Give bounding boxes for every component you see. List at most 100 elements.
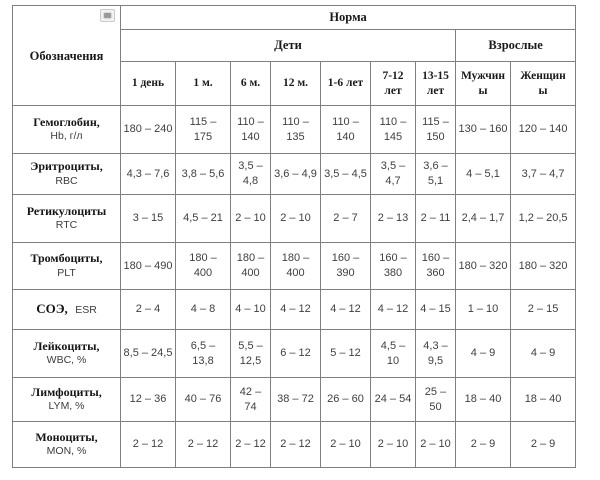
value-cell: 180 – 240 xyxy=(120,105,176,154)
value-cell: 4 – 10 xyxy=(230,289,271,330)
value-cell: 12 – 36 xyxy=(120,377,176,422)
col-header-1day: 1 день xyxy=(120,61,176,106)
row-label-lymphocytes: Лимфоциты, LYM, % xyxy=(12,377,121,422)
value-cell: 180 – 400 xyxy=(230,242,271,290)
value-cell: 110 – 140 xyxy=(320,105,371,154)
value-cell: 25 – 50 xyxy=(415,377,456,422)
value-cell: 3 – 15 xyxy=(120,194,176,243)
value-cell: 2 – 12 xyxy=(175,421,231,468)
value-cell: 2 – 11 xyxy=(415,194,456,243)
row-name: Ретикулоциты xyxy=(26,203,107,218)
row-name: Тромбоциты, xyxy=(30,251,103,266)
value-cell: 3,5 – 4,8 xyxy=(230,153,271,195)
value-cell: 4,3 – 9,5 xyxy=(415,329,456,378)
value-cell: 2 – 10 xyxy=(370,421,416,468)
table-handle-glyph xyxy=(104,13,111,18)
value-cell: 2 – 12 xyxy=(230,421,271,468)
value-cell: 3,7 – 4,7 xyxy=(509,153,577,195)
value-cell: 180 – 320 xyxy=(455,242,511,290)
value-cell: 4,5 – 10 xyxy=(370,329,416,378)
col-header-13-15years: 13-15 лет xyxy=(415,61,456,106)
row-name: Лимфоциты, xyxy=(31,384,102,399)
row-label-monocytes: Моноциты, MON, % xyxy=(12,421,121,468)
row-label-leukocytes: Лейкоциты, WBC, % xyxy=(12,329,121,378)
table-row-monocytes: Моноциты, MON, % 2 – 12 2 – 12 2 – 12 2 … xyxy=(12,421,577,468)
children-group-header: Дети xyxy=(120,29,456,62)
value-cell: 2 – 13 xyxy=(370,194,416,243)
row-code: PLT xyxy=(57,266,76,279)
value-cell: 4,3 – 7,6 xyxy=(120,153,176,195)
row-label-erythrocytes: Эритроциты, RBC xyxy=(12,153,121,195)
value-cell: 2 – 15 xyxy=(509,289,577,330)
table-row-platelets: Тромбоциты, PLT 180 – 490 180 – 400 180 … xyxy=(12,242,577,290)
table-handle-icon[interactable] xyxy=(100,9,115,22)
value-cell: 160 – 360 xyxy=(415,242,456,290)
table-row-erythrocytes: Эритроциты, RBC 4,3 – 7,6 3,8 – 5,6 3,5 … xyxy=(12,153,577,195)
value-cell: 180 – 400 xyxy=(270,242,321,290)
value-cell: 160 – 380 xyxy=(370,242,416,290)
value-cell: 3,5 – 4,7 xyxy=(370,153,416,195)
table-row-lymphocytes: Лимфоциты, LYM, % 12 – 36 40 – 76 42 – 7… xyxy=(12,377,577,422)
corner-cell: Обозначения xyxy=(12,5,121,106)
row-label-reticulocytes: Ретикулоциты RTC xyxy=(12,194,121,243)
value-cell: 4 – 8 xyxy=(175,289,231,330)
value-cell: 115 – 175 xyxy=(175,105,231,154)
value-cell: 110 – 140 xyxy=(230,105,271,154)
value-cell: 4 – 12 xyxy=(370,289,416,330)
value-cell: 2,4 – 1,7 xyxy=(455,194,511,243)
value-cell: 8,5 – 24,5 xyxy=(120,329,176,378)
value-cell: 2 – 9 xyxy=(455,421,511,468)
value-cell: 26 – 60 xyxy=(320,377,371,422)
row-label-esr: СОЭ, ESR xyxy=(12,289,121,330)
value-cell: 4 – 5,1 xyxy=(455,153,511,195)
value-cell: 2 – 9 xyxy=(509,421,577,468)
value-cell: 5 – 12 xyxy=(320,329,371,378)
row-code: LYM, % xyxy=(48,400,85,413)
col-header-women: Женщин ы xyxy=(509,61,577,106)
col-header-12month: 12 м. xyxy=(270,61,321,106)
col-header-7-12years: 7-12 лет xyxy=(370,61,416,106)
row-code: MON, % xyxy=(46,445,87,458)
value-cell: 3,5 – 4,5 xyxy=(320,153,371,195)
value-cell: 1,2 – 20,5 xyxy=(509,194,577,243)
row-code: RBC xyxy=(55,174,78,187)
table-row-leukocytes: Лейкоциты, WBC, % 8,5 – 24,5 6,5 – 13,8 … xyxy=(12,329,577,378)
table-row-esr: СОЭ, ESR 2 – 4 4 – 8 4 – 10 4 – 12 4 – 1… xyxy=(12,289,577,330)
value-cell: 180 – 320 xyxy=(509,242,577,290)
row-name: Моноциты, xyxy=(35,429,98,444)
adults-group-header: Взрослые xyxy=(454,29,577,62)
value-cell: 2 – 4 xyxy=(120,289,176,330)
row-label-platelets: Тромбоциты, PLT xyxy=(12,242,121,290)
row-name: Эритроциты, xyxy=(30,159,103,174)
value-cell: 2 – 10 xyxy=(270,194,321,243)
value-cell: 2 – 10 xyxy=(230,194,271,243)
value-cell: 1 – 10 xyxy=(455,289,511,330)
value-cell: 18 – 40 xyxy=(509,377,577,422)
value-cell: 110 – 145 xyxy=(370,105,416,154)
row-code: RTC xyxy=(55,219,78,232)
value-cell: 4,5 – 21 xyxy=(175,194,231,243)
value-cell: 4 – 15 xyxy=(415,289,456,330)
value-cell: 110 – 135 xyxy=(270,105,321,154)
col-header-1-6years: 1-6 лет xyxy=(320,61,371,106)
value-cell: 3,6 – 5,1 xyxy=(415,153,456,195)
blood-norms-table: Обозначения Норма Дети Взрослые 1 день 1… xyxy=(12,5,577,468)
value-cell: 4 – 9 xyxy=(509,329,577,378)
value-cell: 3,8 – 5,6 xyxy=(175,153,231,195)
row-code: Hb, г/л xyxy=(50,130,83,143)
value-cell: 115 – 150 xyxy=(415,105,456,154)
row-name: Лейкоциты, xyxy=(33,338,100,353)
value-cell: 180 – 400 xyxy=(175,242,231,290)
col-header-1month: 1 м. xyxy=(175,61,231,106)
value-cell: 2 – 12 xyxy=(270,421,321,468)
value-cell: 130 – 160 xyxy=(455,105,511,154)
col-header-men: Мужчин ы xyxy=(455,61,511,106)
value-cell: 160 – 390 xyxy=(320,242,371,290)
norm-header: Норма xyxy=(119,5,577,30)
table-row-reticulocytes: Ретикулоциты RTC 3 – 15 4,5 – 21 2 – 10 … xyxy=(12,194,577,243)
designations-header: Обозначения xyxy=(29,48,104,63)
row-code: ESR xyxy=(75,304,97,317)
value-cell: 2 – 10 xyxy=(320,421,371,468)
value-cell: 6,5 – 13,8 xyxy=(175,329,231,378)
